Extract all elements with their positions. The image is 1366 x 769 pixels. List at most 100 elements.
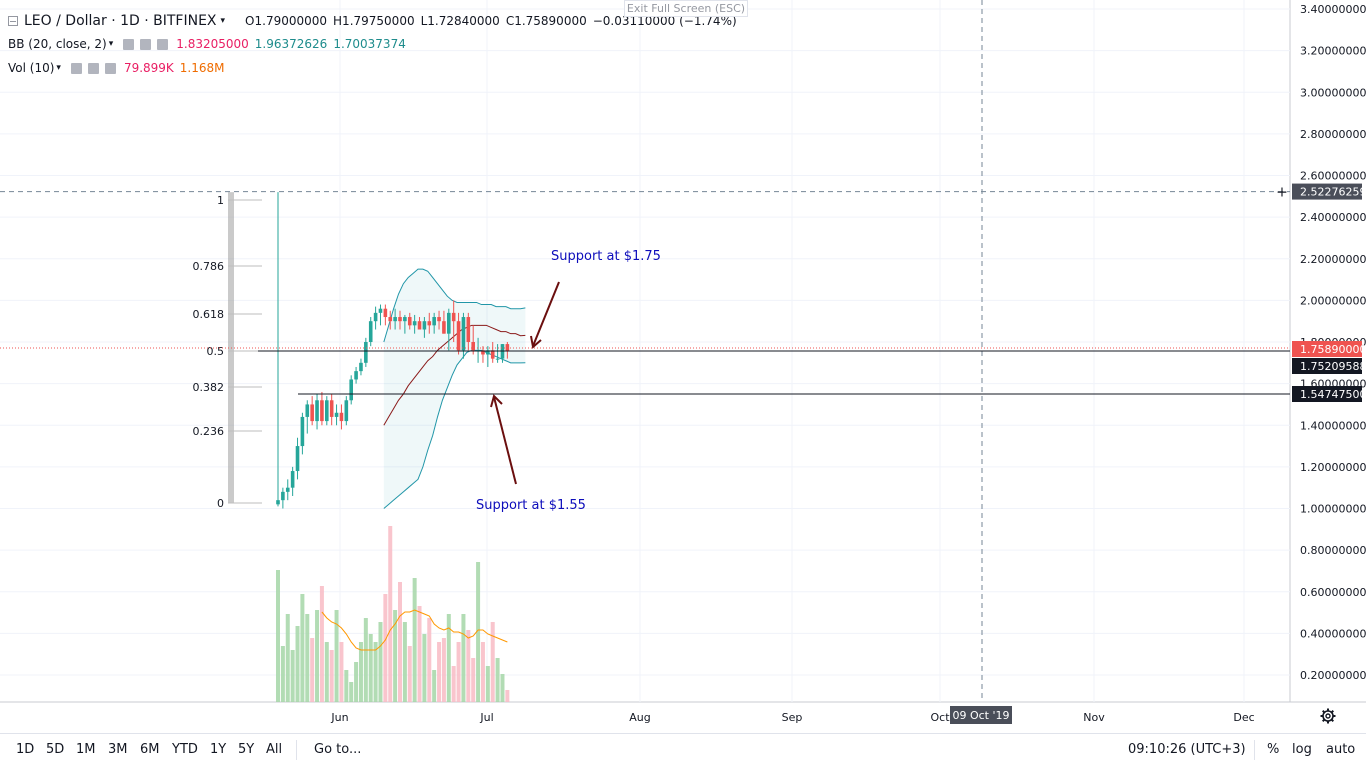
bb-band-fill	[383, 269, 526, 509]
ohlc-high: H1.79750000	[333, 14, 415, 28]
auto-toggle[interactable]: auto	[1326, 742, 1356, 757]
range-3m[interactable]: 3M	[108, 742, 128, 757]
collapse-icon[interactable]	[8, 16, 18, 26]
range-1d[interactable]: 1D	[16, 742, 35, 757]
volume-bar	[349, 682, 354, 702]
candle-body	[466, 317, 471, 342]
chevron-down-icon[interactable]: ▾	[56, 63, 61, 73]
cursor-date-label: 09 Oct '19	[952, 709, 1009, 722]
volume-bar	[446, 614, 451, 702]
vol-ma-value: 1.168M	[179, 61, 225, 75]
log-toggle[interactable]: log	[1292, 742, 1312, 757]
clock-timezone[interactable]: 09:10:26 (UTC+3)	[1128, 742, 1246, 757]
price-axis[interactable]: 3.40000000 3.20000000 3.00000000 2.80000000…	[1292, 3, 1366, 682]
candle-body	[378, 308, 383, 313]
time-axis-label: Nov	[1083, 711, 1105, 724]
time-axis-label: Jun	[330, 711, 348, 724]
eye-icon[interactable]	[70, 62, 82, 74]
price-axis-label: 1.00000000	[1300, 503, 1366, 516]
volume-bar	[456, 642, 461, 702]
price-axis-label: 2.60000000	[1300, 170, 1366, 183]
candle-body	[276, 500, 280, 505]
toolbar-divider	[1254, 740, 1255, 760]
price-axis-label: 1.20000000	[1300, 461, 1366, 474]
candle-body	[281, 491, 285, 501]
candle-body	[442, 321, 446, 334]
price-axis-label: 0.80000000	[1300, 544, 1366, 557]
ohlc-change: −0.03110000 (−1.74%)	[592, 14, 737, 28]
volume-bar	[388, 526, 393, 702]
eye-icon[interactable]	[123, 38, 135, 50]
volume-bar	[480, 642, 485, 702]
fib-level-label: 0.236	[193, 425, 225, 438]
volume-bar	[471, 658, 476, 702]
gear-icon[interactable]	[87, 62, 99, 74]
candle-body	[349, 379, 353, 401]
symbol-title[interactable]: LEO / Dollar · 1D · BITFINEX	[24, 13, 217, 29]
price-axis-label: 2.80000000	[1300, 128, 1366, 141]
bb-label[interactable]: BB (20, close, 2)	[8, 37, 107, 51]
goto-button[interactable]: Go to...	[314, 742, 362, 757]
volume-bar	[373, 642, 378, 702]
ohlc-low: L1.72840000	[420, 14, 500, 28]
price-axis-label: 0.60000000	[1300, 586, 1366, 599]
price-axis-label: 1.40000000	[1300, 419, 1366, 432]
candle-body	[334, 412, 339, 417]
candle-body	[368, 321, 373, 342]
candle-body	[427, 321, 432, 326]
range-6m[interactable]: 6M	[140, 742, 160, 757]
candle-body	[305, 404, 310, 417]
volume-bar	[315, 610, 320, 702]
range-all[interactable]: All	[266, 742, 283, 757]
exit-fullscreen-button[interactable]: Exit Full Screen (ESC)	[624, 0, 748, 17]
chevron-down-icon[interactable]: ▾	[220, 16, 226, 26]
candle-body	[422, 321, 427, 330]
range-1y[interactable]: 1Y	[210, 742, 227, 757]
price-axis-label: 3.40000000	[1300, 3, 1366, 16]
time-axis-label: Jul	[479, 711, 493, 724]
candle-body	[403, 317, 407, 322]
range-5y[interactable]: 5Y	[238, 742, 255, 757]
time-axis[interactable]: Jun Jul Aug Sep Oct Nov Dec 09 Oct '19	[330, 706, 1255, 724]
range-ytd[interactable]: YTD	[172, 742, 198, 757]
volume-bar	[319, 586, 324, 702]
time-axis-label: Dec	[1233, 711, 1254, 724]
volume-bar	[363, 618, 368, 702]
close-icon[interactable]	[104, 62, 116, 74]
volume-bar	[500, 674, 505, 702]
volume-bar	[305, 614, 310, 702]
volume-bar	[324, 642, 329, 702]
range-5d[interactable]: 5D	[46, 742, 65, 757]
candle-body	[505, 344, 510, 351]
toolbar-divider	[296, 740, 297, 760]
volume-bar	[412, 578, 417, 702]
price-axis-label: 2.20000000	[1300, 253, 1366, 266]
fib-level-label: 0.5	[207, 345, 225, 358]
price-tag-last: 1.75890000	[1300, 343, 1366, 356]
candle-body	[456, 321, 461, 351]
candle-body	[388, 317, 393, 322]
chevron-down-icon[interactable]: ▾	[108, 39, 114, 49]
range-1m[interactable]: 1M	[76, 742, 96, 757]
candle-body	[486, 350, 490, 355]
arrow-support-155	[493, 396, 517, 485]
fib-level-label: 0	[217, 497, 224, 510]
percent-toggle[interactable]: %	[1267, 742, 1280, 757]
close-icon[interactable]	[157, 38, 169, 50]
candle-body	[461, 317, 466, 351]
price-axis-label: 2.00000000	[1300, 294, 1366, 307]
gear-icon[interactable]	[140, 38, 152, 50]
candle-body	[417, 321, 422, 330]
bb-row: BB (20, close, 2) ▾ 1.83205000 1.9637262…	[8, 37, 412, 51]
price-axis-label: 3.00000000	[1300, 86, 1366, 99]
vol-row: Vol (10) ▾ 79.899K 1.168M	[8, 61, 231, 75]
settings-gear-icon[interactable]	[1320, 708, 1336, 724]
volume-bar	[393, 610, 398, 702]
price-chart[interactable]: +1 0.786 0.618 0.5 0.382 0.236 0 Support at $1.…	[0, 0, 1366, 733]
vol-label[interactable]: Vol (10)	[8, 61, 55, 75]
candle-body	[451, 312, 456, 322]
chart-layers: +1 0.786 0.618 0.5 0.382 0.236 0 Support at $1.…	[0, 0, 1290, 702]
volume-bar	[368, 634, 373, 702]
volume-bar	[383, 594, 388, 702]
bb-upper-value: 1.96372626	[254, 37, 328, 51]
